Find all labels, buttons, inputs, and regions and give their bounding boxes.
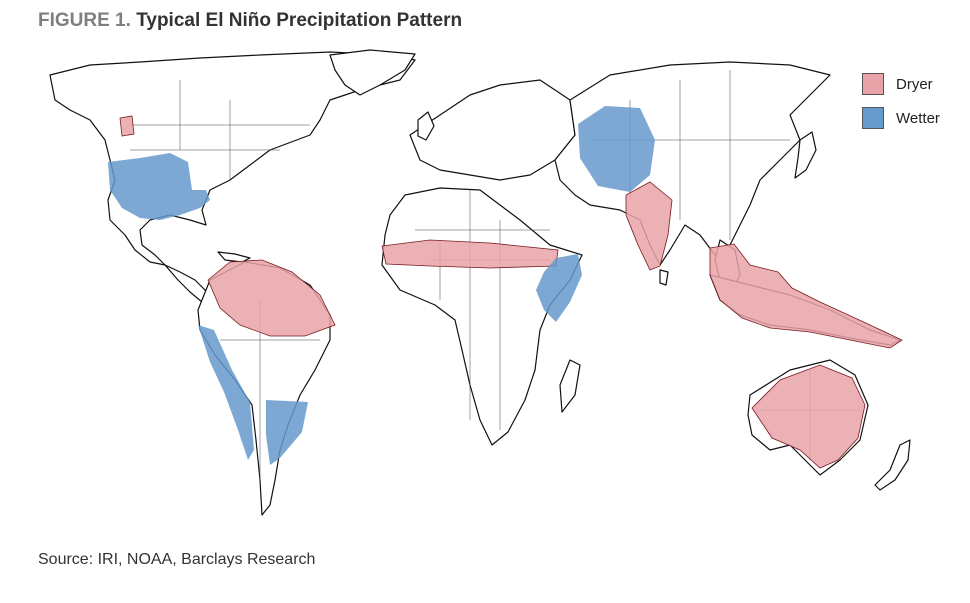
europe	[409, 79, 576, 181]
legend-item-dryer: Dryer	[862, 72, 940, 96]
madagascar	[559, 359, 581, 413]
united-kingdom	[417, 111, 435, 141]
figure-label: FIGURE 1.	[38, 10, 131, 31]
legend-swatch-dryer	[862, 73, 884, 95]
wetter-southeast-south-america	[266, 400, 308, 465]
legend-label-dryer: Dryer	[896, 75, 933, 93]
legend: Dryer Wetter	[862, 72, 940, 140]
dryer-northern-south-america	[207, 259, 336, 337]
legend-label-wetter: Wetter	[896, 109, 940, 127]
source-note: Source: IRI, NOAA, Barclays Research	[38, 551, 316, 568]
wetter-east-africa	[536, 254, 582, 322]
wetter-southern-us	[108, 153, 210, 220]
legend-swatch-wetter	[862, 107, 884, 129]
dryer-southeast-asia-indonesia	[709, 243, 903, 349]
japan	[794, 131, 817, 179]
world-map-svg	[49, 49, 911, 516]
figure-title: FIGURE 1. Typical El Niño Precipitation …	[38, 10, 462, 32]
dryer-pacific-northwest	[119, 115, 135, 137]
legend-item-wetter: Wetter	[862, 106, 940, 130]
figure-title-text: Typical El Niño Precipitation Pattern	[136, 10, 463, 31]
greenland	[329, 49, 416, 96]
dryer-india	[625, 181, 673, 271]
caribbean	[217, 251, 251, 263]
new-zealand	[874, 439, 911, 491]
sri-lanka	[659, 269, 669, 286]
wetter-west-south-america	[198, 325, 254, 460]
wetter-regions	[108, 106, 655, 465]
wetter-central-asia	[578, 106, 655, 192]
dryer-regions	[119, 115, 903, 469]
world-map	[30, 40, 930, 530]
dryer-australia	[751, 364, 866, 469]
